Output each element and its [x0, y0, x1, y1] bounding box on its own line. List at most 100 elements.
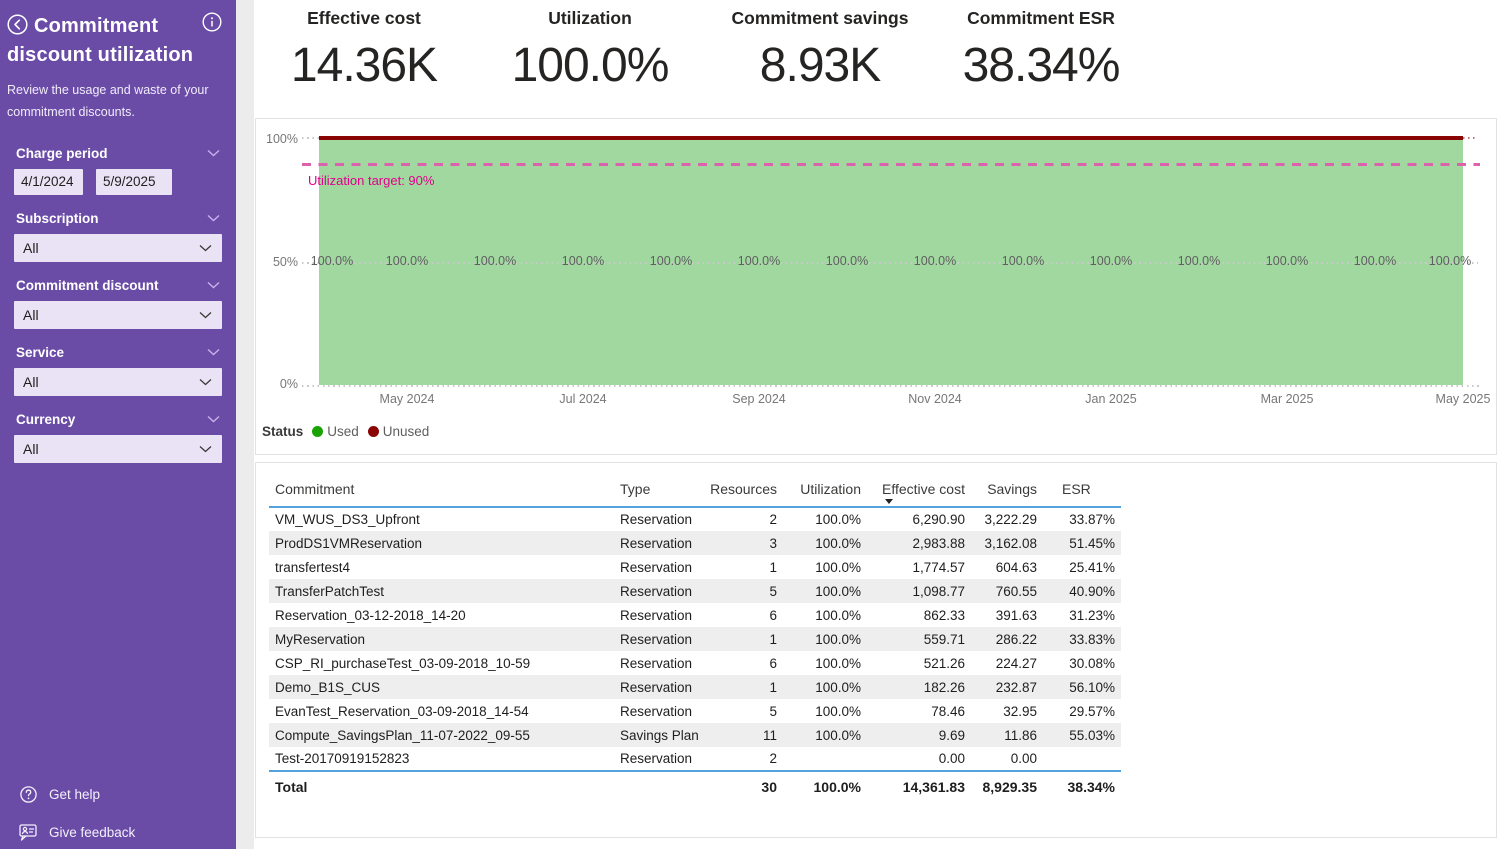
table-cell: 3,162.08 — [984, 535, 1037, 551]
chevron-down-icon[interactable] — [207, 149, 220, 157]
chevron-down-icon[interactable] — [207, 415, 220, 423]
back-button[interactable] — [7, 14, 28, 35]
legend-title: Status — [262, 424, 304, 439]
table-row[interactable]: MyReservation Reservation 1 100.0% 559.71 286… — [269, 627, 1121, 651]
table-cell: 224.27 — [995, 655, 1037, 671]
data-label: 100.0% — [649, 254, 693, 268]
data-label: 100.0% — [1428, 254, 1472, 268]
commitments-table: Commitment Type Resources Utilization Effect… — [269, 471, 1121, 801]
data-label: 100.0% — [385, 254, 429, 268]
table-row[interactable]: Demo_B1S_CUS Reservation 1 100.0% 182.26 232.… — [269, 675, 1121, 699]
give-feedback-link[interactable]: Give feedback — [16, 824, 135, 841]
table-cell: 100.0% — [815, 655, 861, 671]
y-axis-tick: 100% — [266, 132, 298, 146]
page-subtitle: Review the usage and waste of your commi… — [7, 83, 209, 119]
table-cell: Reservation — [620, 751, 693, 766]
chevron-down-icon[interactable] — [207, 281, 220, 289]
table-row[interactable]: Test-20170919152823 Reservation 2 0.00 0.00 — [269, 747, 1121, 771]
kpi-value: 100.0% — [511, 39, 670, 92]
info-icon[interactable] — [202, 12, 222, 32]
table-cell: 2 — [769, 751, 777, 766]
table-cell: Compute_SavingsPlan_11-07-2022_09-55 — [275, 727, 530, 743]
x-axis-tick: May 2025 — [1435, 392, 1491, 406]
table-row[interactable]: CSP_RI_purchaseTest_03-09-2018_10-59 Rese… — [269, 651, 1121, 675]
kpi-card: Utilization 100.0% — [475, 8, 705, 93]
filter-subscription: Subscription All — [14, 211, 222, 262]
table-cell: 2 — [769, 512, 777, 527]
subscription-dropdown[interactable]: All — [14, 233, 222, 262]
total-cell: 38.34% — [1043, 770, 1121, 801]
utilization-chart-card: 100% 50% 0% Utilization target: 90% 100.… — [255, 118, 1497, 455]
column-header-utilization[interactable]: Utilization — [800, 481, 861, 497]
filter-label: Commitment discount — [16, 277, 159, 293]
sidebar-gutter — [236, 0, 254, 849]
unused-line-series — [319, 136, 1463, 140]
chevron-down-icon — [199, 378, 212, 386]
give-feedback-label: Give feedback — [49, 825, 136, 840]
table-cell: 78.46 — [931, 703, 965, 719]
kpi-label: Commitment ESR — [967, 8, 1115, 28]
legend-dot-icon — [312, 426, 324, 437]
table-row[interactable]: Reservation_03-12-2018_14-20 Reservation 6… — [269, 603, 1121, 627]
chevron-down-icon — [199, 311, 212, 319]
table-cell: Test-20170919152823 — [275, 751, 410, 766]
get-help-link[interactable]: Get help — [20, 786, 100, 803]
legend-label: Used — [327, 424, 359, 439]
filter-panel: Charge period 4/1/2024 5/9/2025 Subscrip… — [0, 124, 236, 463]
sidebar-header: Commitment discount utilization — [0, 0, 236, 70]
chevron-down-icon[interactable] — [207, 214, 220, 222]
legend-dot-icon — [367, 426, 379, 437]
table-cell: 100.0% — [815, 583, 861, 599]
table-cell: 604.63 — [995, 559, 1037, 575]
table-row[interactable]: EvanTest_Reservation_03-09-2018_14-54 Res… — [269, 699, 1121, 723]
legend-label: Unused — [382, 424, 430, 439]
table-cell: Reservation — [620, 679, 693, 695]
back-arrow-icon — [7, 14, 28, 35]
date-from-input[interactable]: 4/1/2024 — [14, 168, 83, 195]
x-axis-tick: Jan 2025 — [1085, 392, 1137, 406]
column-header-commitment[interactable]: Commitment — [275, 481, 355, 497]
table-cell: Reservation — [620, 631, 693, 647]
page-title: Commitment discount utilization — [7, 15, 194, 66]
table-row[interactable]: Compute_SavingsPlan_11-07-2022_09-55 Savi… — [269, 723, 1121, 747]
column-header-esr[interactable]: ESR — [1062, 481, 1091, 497]
date-to-input[interactable]: 5/9/2025 — [96, 168, 172, 195]
filter-service: Service All — [14, 345, 222, 396]
legend-items: Used Unused — [312, 424, 429, 439]
table-cell: 100.0% — [815, 703, 861, 719]
column-header-type[interactable]: Type — [620, 481, 651, 497]
table-cell: 6 — [769, 655, 777, 671]
legend-item-used[interactable]: Used — [312, 424, 359, 439]
question-circle-icon — [20, 786, 37, 803]
table-row[interactable]: transfertest4 Reservation 1 100.0% 1,774.57 6… — [269, 555, 1121, 579]
y-axis-tick: 0% — [279, 377, 298, 391]
column-header-resources[interactable]: Resources — [710, 481, 777, 497]
y-axis-tick: 50% — [272, 255, 298, 269]
get-help-label: Get help — [49, 787, 101, 802]
table-cell: 29.57% — [1069, 703, 1115, 719]
table-cell: Reservation — [620, 607, 693, 623]
column-header-savings[interactable]: Savings — [987, 481, 1037, 497]
column-header-effective-cost[interactable]: Effective cost — [867, 471, 971, 507]
chevron-down-icon — [199, 244, 212, 252]
commitment-discount-dropdown[interactable]: All — [14, 300, 222, 329]
table-cell: 11.86 — [1004, 727, 1037, 743]
table-cell: 286.22 — [995, 631, 1037, 647]
filter-label: Subscription — [16, 210, 99, 226]
service-dropdown[interactable]: All — [14, 367, 222, 396]
sidebar: Commitment discount utilization Review t… — [0, 0, 236, 849]
table-cell: 760.55 — [995, 583, 1037, 599]
table-cell: 1 — [769, 559, 777, 575]
table-row[interactable]: ProdDS1VMReservation Reservation 3 100.0% 2,… — [269, 531, 1121, 555]
table-row[interactable]: TransferPatchTest Reservation 5 100.0% 1,098… — [269, 579, 1121, 603]
table-cell: 5 — [769, 583, 777, 599]
chevron-down-icon[interactable] — [207, 348, 220, 356]
table-cell: 100.0% — [815, 607, 861, 623]
currency-dropdown[interactable]: All — [14, 434, 222, 463]
legend-item-unused[interactable]: Unused — [367, 424, 430, 439]
utilization-target-line — [302, 163, 1480, 166]
kpi-value: 38.34% — [962, 39, 1121, 92]
table-row[interactable]: VM_WUS_DS3_Upfront Reservation 2 100.0% 6,29… — [269, 507, 1121, 531]
table-cell: 100.0% — [815, 727, 861, 743]
table-cell: Reservation — [620, 583, 693, 599]
